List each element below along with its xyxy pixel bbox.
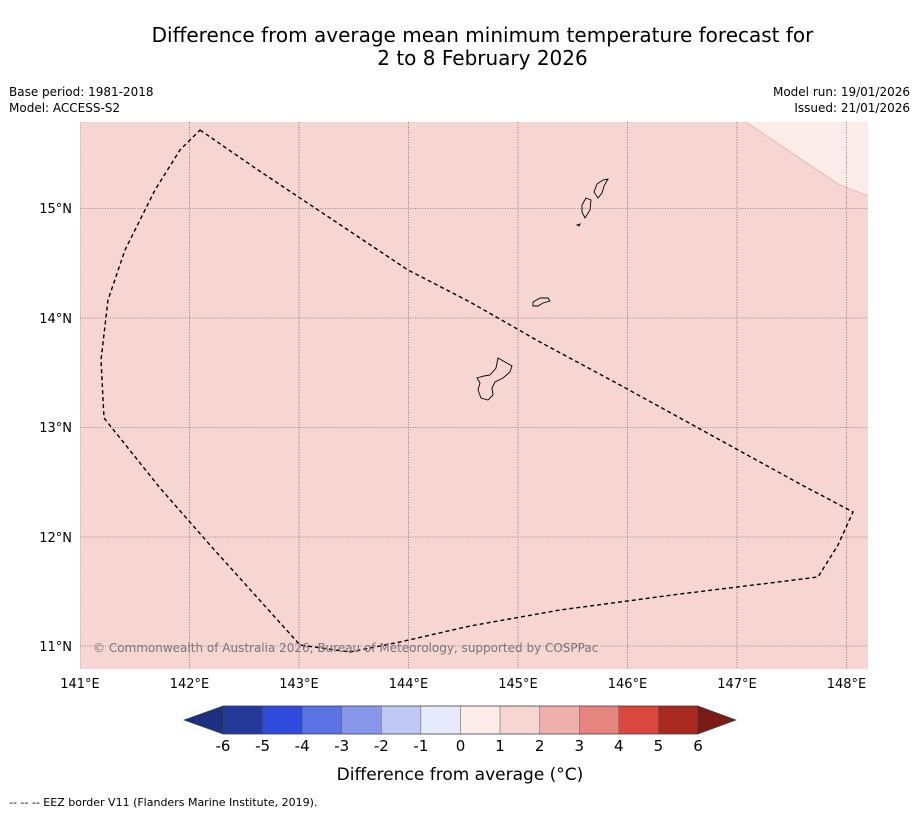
colorbar-cell [301, 705, 342, 735]
colorbar-label: Difference from average (°C) [337, 765, 584, 785]
colorbar-tick-label: -4 [295, 737, 310, 755]
colorbar-cell [658, 705, 699, 735]
model-run-date: Model run: 19/01/2026 [772, 85, 910, 99]
colorbar-cell [420, 705, 461, 735]
map-area: © Commonwealth of Australia 2026, Bureau… [80, 122, 868, 669]
eez-border [100, 129, 854, 653]
colorbar-cell [618, 705, 659, 735]
latitude-labels: 11°N 12°N 13°N 14°N 15°N [39, 202, 72, 655]
colorbar-tick-label: -3 [334, 737, 349, 755]
island-aguijan [575, 223, 581, 227]
issued-date: Issued: 21/01/2026 [794, 101, 910, 115]
colorbar-frame [222, 705, 699, 735]
lon-label-146: 146°E [608, 677, 648, 692]
colorbar-cell [262, 705, 303, 735]
islands [476, 178, 609, 401]
model-name: Model: ACCESS-S2 [9, 101, 121, 115]
colorbar-cell [381, 705, 422, 735]
colorbar-tick-label: 0 [456, 737, 466, 755]
lat-label-13: 13°N [39, 421, 72, 436]
colorbar-tick-label: -6 [216, 737, 231, 755]
anomaly-field-base [80, 122, 868, 669]
island-rota [532, 297, 551, 307]
island-saipan [593, 178, 609, 199]
chart-title-line-1: Difference from average mean minimum tem… [151, 23, 814, 47]
base-period: Base period: 1981-2018 [9, 85, 154, 99]
colorbar-under-arrow [183, 705, 224, 735]
lon-label-148: 148°E [827, 677, 867, 692]
colorbar-cells [222, 705, 699, 735]
colorbar-cell [341, 705, 382, 735]
colorbar: -6 -5 -4 -3 -2 -1 0 1 2 3 4 5 6 Difference from aver… [183, 705, 737, 785]
colorbar-tick-label: 5 [654, 737, 664, 755]
lat-label-14: 14°N [39, 312, 72, 327]
colorbar-tick-label: 1 [495, 737, 505, 755]
colorbar-tick-label: 3 [574, 737, 584, 755]
colorbar-over-arrow [697, 705, 737, 735]
colorbar-tick-label: -5 [255, 737, 270, 755]
colorbar-tick-label: 2 [535, 737, 545, 755]
eez-legend-note: -- -- -- EEZ border V11 (Flanders Marine… [9, 796, 318, 809]
colorbar-cell [222, 705, 263, 735]
lon-label-144: 144°E [389, 677, 429, 692]
longitude-labels: 141°E 142°E 143°E 144°E 145°E 146°E 147°… [60, 677, 866, 692]
colorbar-cell [460, 705, 501, 735]
lat-label-12: 12°N [39, 531, 72, 546]
graticule [80, 122, 868, 669]
copyright-notice: © Commonwealth of Australia 2026, Bureau… [93, 641, 598, 655]
colorbar-tick-label: 6 [693, 737, 703, 755]
lon-label-147: 147°E [717, 677, 757, 692]
colorbar-tick-label: 4 [614, 737, 624, 755]
anomaly-field-northeast [746, 122, 868, 196]
colorbar-cell [579, 705, 620, 735]
island-tinian [581, 197, 592, 219]
lon-label-142: 142°E [170, 677, 210, 692]
forecast-map-figure: © Commonwealth of Australia 2026, Bureau… [39, 122, 868, 785]
lat-label-11: 11°N [39, 640, 72, 655]
colorbar-tick-label: -1 [413, 737, 428, 755]
lon-label-143: 143°E [279, 677, 319, 692]
colorbar-cell [499, 705, 540, 735]
colorbar-tick-label: -2 [374, 737, 389, 755]
chart-title-line-2: 2 to 8 February 2026 [377, 46, 588, 70]
lon-label-145: 145°E [498, 677, 538, 692]
colorbar-tick-labels: -6 -5 -4 -3 -2 -1 0 1 2 3 4 5 6 [216, 737, 703, 755]
anomaly-contour-edge [745, 122, 868, 197]
island-guam [476, 357, 513, 401]
lat-label-15: 15°N [39, 202, 72, 217]
colorbar-cell [539, 705, 580, 735]
lon-label-141: 141°E [60, 677, 100, 692]
